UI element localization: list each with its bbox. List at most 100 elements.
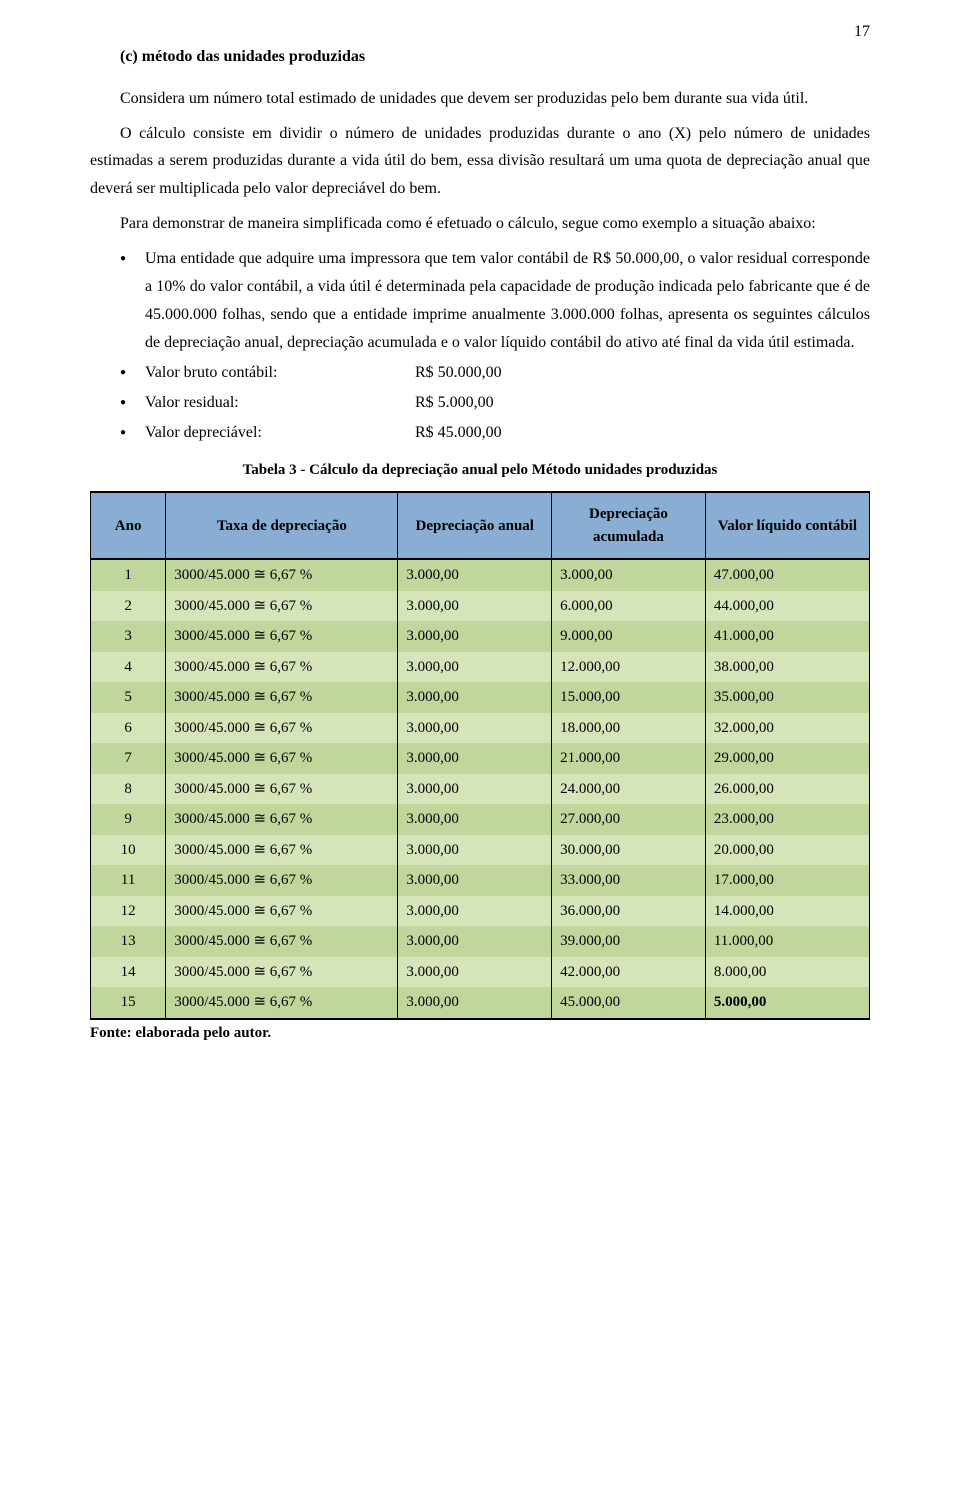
cell-ano: 8 xyxy=(91,774,166,805)
depreciation-table: Ano Taxa de depreciação Depreciação anua… xyxy=(90,491,870,1020)
cell-liquido: 11.000,00 xyxy=(705,926,869,957)
cell-taxa: 3000/45.000 ≅ 6,67 % xyxy=(166,713,398,744)
cell-liquido: 23.000,00 xyxy=(705,804,869,835)
value-valor-depreciavel: R$ 45.000,00 xyxy=(415,419,502,447)
cell-taxa: 3000/45.000 ≅ 6,67 % xyxy=(166,652,398,683)
cell-anual: 3.000,00 xyxy=(398,743,552,774)
cell-liquido: 14.000,00 xyxy=(705,896,869,927)
cell-taxa: 3000/45.000 ≅ 6,67 % xyxy=(166,926,398,957)
cell-liquido: 38.000,00 xyxy=(705,652,869,683)
cell-acumulada: 18.000,00 xyxy=(552,713,706,744)
cell-taxa: 3000/45.000 ≅ 6,67 % xyxy=(166,774,398,805)
table-row: 43000/45.000 ≅ 6,67 %3.000,0012.000,0038… xyxy=(91,652,870,683)
table-row: 23000/45.000 ≅ 6,67 %3.000,006.000,0044.… xyxy=(91,591,870,622)
table-row: 103000/45.000 ≅ 6,67 %3.000,0030.000,002… xyxy=(91,835,870,866)
bullet-list: Uma entidade que adquire uma impressora … xyxy=(90,245,870,447)
cell-acumulada: 45.000,00 xyxy=(552,987,706,1019)
cell-ano: 10 xyxy=(91,835,166,866)
cell-liquido: 29.000,00 xyxy=(705,743,869,774)
cell-taxa: 3000/45.000 ≅ 6,67 % xyxy=(166,682,398,713)
bullet-valor-bruto: Valor bruto contábil: R$ 50.000,00 xyxy=(90,359,870,387)
table-row: 133000/45.000 ≅ 6,67 %3.000,0039.000,001… xyxy=(91,926,870,957)
cell-acumulada: 21.000,00 xyxy=(552,743,706,774)
cell-anual: 3.000,00 xyxy=(398,835,552,866)
cell-taxa: 3000/45.000 ≅ 6,67 % xyxy=(166,835,398,866)
cell-anual: 3.000,00 xyxy=(398,957,552,988)
label-valor-depreciavel: Valor depreciável: xyxy=(145,419,415,447)
cell-anual: 3.000,00 xyxy=(398,652,552,683)
cell-ano: 13 xyxy=(91,926,166,957)
cell-acumulada: 33.000,00 xyxy=(552,865,706,896)
section-title: (c) método das unidades produzidas xyxy=(90,45,870,69)
bullet-valor-depreciavel: Valor depreciável: R$ 45.000,00 xyxy=(90,419,870,447)
table-row: 93000/45.000 ≅ 6,67 %3.000,0027.000,0023… xyxy=(91,804,870,835)
cell-liquido: 44.000,00 xyxy=(705,591,869,622)
cell-anual: 3.000,00 xyxy=(398,713,552,744)
cell-liquido: 32.000,00 xyxy=(705,713,869,744)
cell-acumulada: 39.000,00 xyxy=(552,926,706,957)
cell-taxa: 3000/45.000 ≅ 6,67 % xyxy=(166,896,398,927)
page-container: 17 (c) método das unidades produzidas Co… xyxy=(0,0,960,1491)
col-header-acumulada: Depreciação acumulada xyxy=(552,492,706,559)
cell-acumulada: 24.000,00 xyxy=(552,774,706,805)
cell-ano: 12 xyxy=(91,896,166,927)
cell-taxa: 3000/45.000 ≅ 6,67 % xyxy=(166,865,398,896)
cell-liquido: 17.000,00 xyxy=(705,865,869,896)
cell-acumulada: 9.000,00 xyxy=(552,621,706,652)
table-caption: Tabela 3 - Cálculo da depreciação anual … xyxy=(90,459,870,482)
cell-acumulada: 27.000,00 xyxy=(552,804,706,835)
table-row: 123000/45.000 ≅ 6,67 %3.000,0036.000,001… xyxy=(91,896,870,927)
cell-ano: 14 xyxy=(91,957,166,988)
cell-anual: 3.000,00 xyxy=(398,774,552,805)
cell-liquido: 5.000,00 xyxy=(705,987,869,1019)
col-header-anual: Depreciação anual xyxy=(398,492,552,559)
cell-liquido: 20.000,00 xyxy=(705,835,869,866)
cell-acumulada: 6.000,00 xyxy=(552,591,706,622)
cell-anual: 3.000,00 xyxy=(398,559,552,591)
cell-ano: 2 xyxy=(91,591,166,622)
value-valor-residual: R$ 5.000,00 xyxy=(415,389,494,417)
table-source: Fonte: elaborada pelo autor. xyxy=(90,1022,870,1045)
col-header-taxa: Taxa de depreciação xyxy=(166,492,398,559)
paragraph-example-intro: Para demonstrar de maneira simplificada … xyxy=(90,210,870,237)
table-row: 53000/45.000 ≅ 6,67 %3.000,0015.000,0035… xyxy=(91,682,870,713)
cell-taxa: 3000/45.000 ≅ 6,67 % xyxy=(166,591,398,622)
cell-liquido: 41.000,00 xyxy=(705,621,869,652)
col-header-liquido: Valor líquido contábil xyxy=(705,492,869,559)
table-row: 33000/45.000 ≅ 6,67 %3.000,009.000,0041.… xyxy=(91,621,870,652)
cell-anual: 3.000,00 xyxy=(398,987,552,1019)
cell-taxa: 3000/45.000 ≅ 6,67 % xyxy=(166,743,398,774)
cell-liquido: 8.000,00 xyxy=(705,957,869,988)
table-row: 73000/45.000 ≅ 6,67 %3.000,0021.000,0029… xyxy=(91,743,870,774)
cell-anual: 3.000,00 xyxy=(398,865,552,896)
cell-ano: 9 xyxy=(91,804,166,835)
cell-ano: 7 xyxy=(91,743,166,774)
cell-ano: 15 xyxy=(91,987,166,1019)
cell-acumulada: 36.000,00 xyxy=(552,896,706,927)
cell-ano: 11 xyxy=(91,865,166,896)
table-header-row: Ano Taxa de depreciação Depreciação anua… xyxy=(91,492,870,559)
cell-liquido: 35.000,00 xyxy=(705,682,869,713)
table-row: 63000/45.000 ≅ 6,67 %3.000,0018.000,0032… xyxy=(91,713,870,744)
cell-taxa: 3000/45.000 ≅ 6,67 % xyxy=(166,957,398,988)
table-row: 143000/45.000 ≅ 6,67 %3.000,0042.000,008… xyxy=(91,957,870,988)
cell-acumulada: 12.000,00 xyxy=(552,652,706,683)
col-header-ano: Ano xyxy=(91,492,166,559)
cell-ano: 6 xyxy=(91,713,166,744)
cell-acumulada: 30.000,00 xyxy=(552,835,706,866)
cell-anual: 3.000,00 xyxy=(398,591,552,622)
bullet-scenario: Uma entidade que adquire uma impressora … xyxy=(90,245,870,357)
cell-anual: 3.000,00 xyxy=(398,926,552,957)
cell-taxa: 3000/45.000 ≅ 6,67 % xyxy=(166,804,398,835)
paragraph-intro: Considera um número total estimado de un… xyxy=(90,85,870,112)
page-number: 17 xyxy=(854,20,870,44)
cell-ano: 4 xyxy=(91,652,166,683)
cell-ano: 1 xyxy=(91,559,166,591)
table-row: 153000/45.000 ≅ 6,67 %3.000,0045.000,005… xyxy=(91,987,870,1019)
cell-ano: 5 xyxy=(91,682,166,713)
table-row: 83000/45.000 ≅ 6,67 %3.000,0024.000,0026… xyxy=(91,774,870,805)
cell-liquido: 47.000,00 xyxy=(705,559,869,591)
value-valor-bruto: R$ 50.000,00 xyxy=(415,359,502,387)
cell-anual: 3.000,00 xyxy=(398,621,552,652)
table-row: 113000/45.000 ≅ 6,67 %3.000,0033.000,001… xyxy=(91,865,870,896)
